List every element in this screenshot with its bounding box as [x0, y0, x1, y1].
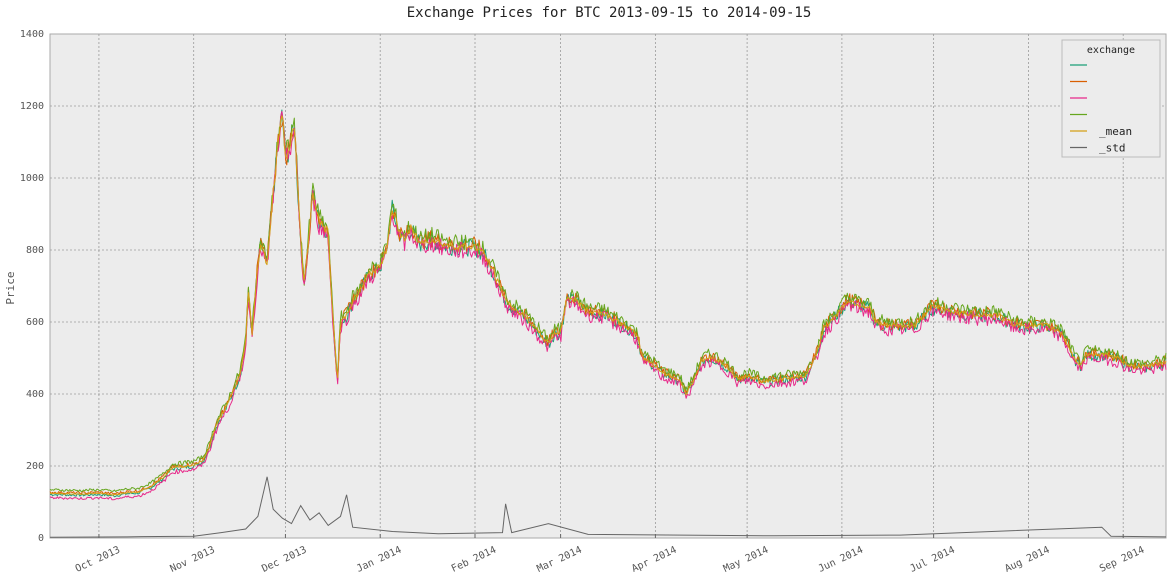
- x-tick-label: Aug 2014: [1003, 545, 1051, 575]
- y-tick-label: 0: [38, 533, 44, 544]
- series-line-std: [49, 476, 1167, 538]
- plot-area: [49, 33, 1167, 539]
- x-tick-label: Dec 2013: [260, 545, 308, 575]
- y-tick-label: 200: [26, 461, 44, 472]
- x-tick-label: Apr 2014: [630, 545, 678, 575]
- x-tick-label: Jun 2014: [817, 545, 865, 575]
- series-layer: [49, 109, 1167, 538]
- grid-lines: [50, 34, 1166, 538]
- series-line: [49, 113, 1167, 493]
- y-axis: 0 200 400 600 800 1000 1200 1400: [20, 29, 44, 544]
- x-axis: Oct 2013 Nov 2013 Dec 2013 Jan 2014 Feb 2014…: [74, 534, 1146, 575]
- legend-title: exchange: [1087, 45, 1135, 56]
- legend-label: _mean: [1099, 125, 1132, 138]
- chart-title: Exchange Prices for BTC 2013-09-15 to 20…: [407, 5, 812, 21]
- x-tick-label: Jan 2014: [355, 545, 403, 575]
- x-tick-label: Mar 2014: [535, 545, 583, 575]
- x-tick-label: Feb 2014: [450, 545, 498, 575]
- x-tick-label: Oct 2013: [74, 545, 122, 575]
- series-line: [49, 109, 1167, 498]
- series-line: [49, 115, 1167, 496]
- x-tick-label: Nov 2013: [168, 545, 216, 575]
- x-tick-label: Sep 2014: [1098, 545, 1146, 575]
- y-tick-label: 400: [26, 389, 44, 400]
- y-tick-label: 800: [26, 245, 44, 256]
- x-tick-label: Jul 2014: [908, 545, 956, 575]
- legend: exchange _mean _std: [1061, 39, 1161, 158]
- y-tick-label: 1400: [20, 29, 44, 40]
- y-axis-label: Price: [4, 271, 17, 304]
- y-tick-label: 600: [26, 317, 44, 328]
- legend-label: _std: [1099, 142, 1126, 155]
- y-tick-label: 1200: [20, 101, 44, 112]
- x-tick-label: May 2014: [722, 545, 770, 575]
- y-tick-label: 1000: [20, 173, 44, 184]
